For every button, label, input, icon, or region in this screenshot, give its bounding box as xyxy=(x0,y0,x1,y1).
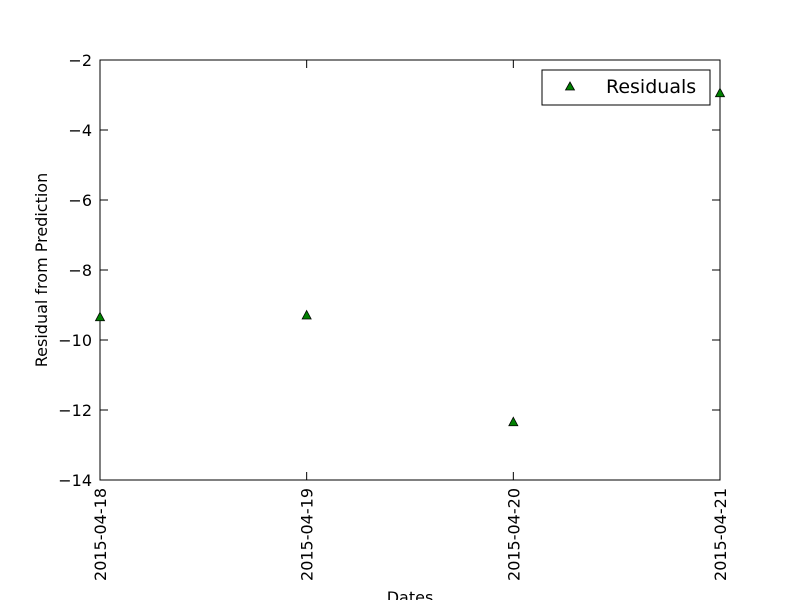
y-axis-label: Residual from Prediction xyxy=(32,173,51,367)
x-axis: 2015-04-18 2015-04-19 2015-04-20 2015-04-21 xyxy=(91,60,730,581)
data-point xyxy=(301,309,312,320)
data-point xyxy=(714,87,726,98)
y-tick-label: −4 xyxy=(68,121,92,140)
y-tick-label: −2 xyxy=(68,51,92,70)
y-axis: −14 −12 −10 −8 −6 −4 −2 xyxy=(58,51,720,490)
x-tick-label: 2015-04-20 xyxy=(504,488,523,581)
x-axis-label: Dates xyxy=(387,588,434,600)
y-tick-label: −14 xyxy=(58,471,92,490)
data-point xyxy=(94,311,106,322)
y-tick-label: −6 xyxy=(68,191,92,210)
data-point xyxy=(508,416,519,427)
y-tick-label: −12 xyxy=(58,401,92,420)
series-residuals xyxy=(94,87,726,427)
x-tick-label: 2015-04-21 xyxy=(711,488,730,581)
legend: Residuals xyxy=(541,69,711,106)
y-tick-label: −10 xyxy=(58,331,92,350)
x-tick-label: 2015-04-18 xyxy=(91,488,110,581)
legend-marker-icon xyxy=(564,81,576,91)
legend-label: Residuals xyxy=(606,76,696,98)
x-tick-label: 2015-04-19 xyxy=(298,488,317,581)
y-tick-label: −8 xyxy=(68,261,92,280)
plot-area xyxy=(99,59,721,481)
